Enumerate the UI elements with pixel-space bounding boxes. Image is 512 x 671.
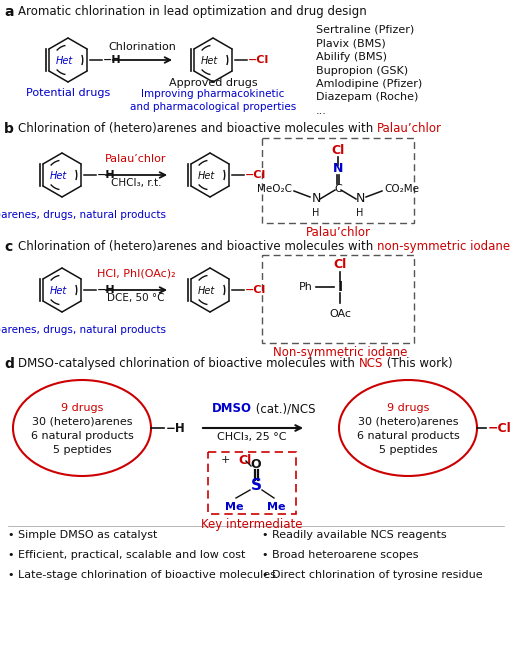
Text: N: N (333, 162, 343, 176)
Text: Het: Het (197, 171, 215, 181)
Text: Het: Het (49, 171, 67, 181)
Text: DMSO-catalysed chlorination of bioactive molecules with: DMSO-catalysed chlorination of bioactive… (18, 357, 358, 370)
Text: ...: ... (316, 106, 327, 116)
Text: S: S (250, 478, 262, 493)
Text: Aromatic chlorination in lead optimization and drug design: Aromatic chlorination in lead optimizati… (18, 5, 367, 18)
Text: Cl: Cl (333, 258, 347, 272)
Ellipse shape (13, 380, 151, 476)
Text: 6 natural products: 6 natural products (31, 431, 133, 441)
Text: Het: Het (55, 56, 73, 66)
Text: Het: Het (197, 286, 215, 296)
Text: 30 (hetero)arenes: 30 (hetero)arenes (32, 417, 132, 427)
Text: Approved drugs: Approved drugs (168, 78, 258, 88)
Text: DCE, 50 °C: DCE, 50 °C (107, 293, 165, 303)
Text: • Efficient, practical, scalable and low cost: • Efficient, practical, scalable and low… (8, 550, 245, 560)
Text: CHCl₃, r.t.: CHCl₃, r.t. (111, 178, 161, 188)
Text: 9 drugs: 9 drugs (387, 403, 429, 413)
Text: • Direct chlorination of tyrosine residue: • Direct chlorination of tyrosine residu… (262, 570, 483, 580)
Text: • Late-stage chlorination of bioactive molecules: • Late-stage chlorination of bioactive m… (8, 570, 276, 580)
Text: CHCl₃, 25 °C: CHCl₃, 25 °C (217, 432, 287, 442)
Text: • Readily available NCS reagents: • Readily available NCS reagents (262, 530, 446, 540)
Bar (208, 452, 296, 514)
Text: Improving pharmacokinetic
and pharmacological properties: Improving pharmacokinetic and pharmacolo… (130, 89, 296, 112)
Text: Plavix (BMS): Plavix (BMS) (316, 38, 386, 48)
Text: Ph: Ph (299, 282, 313, 292)
Text: −Cl: −Cl (248, 55, 269, 65)
Text: O: O (251, 458, 261, 470)
Text: • Simple DMSO as catalyst: • Simple DMSO as catalyst (8, 530, 157, 540)
Text: I: I (337, 280, 343, 294)
Text: −Cl: −Cl (245, 285, 266, 295)
Text: N: N (355, 193, 365, 205)
Text: Diazepam (Roche): Diazepam (Roche) (316, 93, 418, 103)
Text: d: d (4, 357, 14, 371)
Text: CO₂Me: CO₂Me (384, 184, 419, 194)
Text: b: b (4, 122, 14, 136)
Text: NCS: NCS (358, 357, 383, 370)
Text: MeO₂C: MeO₂C (257, 184, 292, 194)
Text: 5 peptides: 5 peptides (53, 445, 111, 455)
Text: −Cl: −Cl (245, 170, 266, 180)
Text: −H: −H (97, 170, 116, 180)
Text: Me: Me (267, 502, 285, 512)
Text: 5 peptides: 5 peptides (379, 445, 437, 455)
Text: Sertraline (Pfizer): Sertraline (Pfizer) (316, 25, 414, 35)
Text: (This work): (This work) (383, 357, 453, 370)
Text: non-symmetric iodane: non-symmetric iodane (377, 240, 510, 253)
Text: Palau’chlor: Palau’chlor (377, 122, 442, 135)
Text: Chlorination of (hetero)arenes and bioactive molecules with: Chlorination of (hetero)arenes and bioac… (18, 122, 377, 135)
Text: Bupropion (GSK): Bupropion (GSK) (316, 66, 408, 76)
Text: (Hetero)arenes, drugs, natural products: (Hetero)arenes, drugs, natural products (0, 210, 166, 220)
Ellipse shape (339, 380, 477, 476)
Text: Abilify (BMS): Abilify (BMS) (316, 52, 387, 62)
Text: 6 natural products: 6 natural products (357, 431, 459, 441)
Text: 9 drugs: 9 drugs (61, 403, 103, 413)
Text: Het: Het (200, 56, 218, 66)
Text: Cl: Cl (238, 454, 251, 466)
Text: Potential drugs: Potential drugs (26, 88, 110, 98)
Text: Cl: Cl (331, 144, 345, 158)
Text: H: H (356, 208, 364, 218)
Text: −H: −H (103, 55, 122, 65)
Text: Chlorination: Chlorination (108, 42, 176, 52)
Text: DMSO: DMSO (212, 402, 252, 415)
Text: N: N (311, 193, 321, 205)
Text: Key intermediate: Key intermediate (201, 518, 303, 531)
Bar (262, 255, 414, 343)
Bar (262, 138, 414, 223)
Text: −H: −H (97, 285, 116, 295)
Text: c: c (4, 240, 12, 254)
Text: • Broad heteroarene scopes: • Broad heteroarene scopes (262, 550, 418, 560)
Text: −H: −H (166, 421, 186, 435)
Text: OAc: OAc (329, 309, 351, 319)
Text: Non-symmetric iodane: Non-symmetric iodane (273, 346, 407, 359)
Text: (Hetero)arenes, drugs, natural products: (Hetero)arenes, drugs, natural products (0, 325, 166, 335)
Text: (cat.)/NCS: (cat.)/NCS (252, 402, 315, 415)
Text: −Cl: −Cl (488, 421, 512, 435)
Text: Palau’chlor: Palau’chlor (105, 154, 167, 164)
Text: HCl, PhI(OAc)₂: HCl, PhI(OAc)₂ (97, 269, 175, 279)
Text: Amlodipine (Pfizer): Amlodipine (Pfizer) (316, 79, 422, 89)
Text: Me: Me (225, 502, 243, 512)
Text: C: C (334, 184, 342, 194)
Text: Chlorination of (hetero)arenes and bioactive molecules with: Chlorination of (hetero)arenes and bioac… (18, 240, 377, 253)
Text: 30 (hetero)arenes: 30 (hetero)arenes (358, 417, 458, 427)
Text: Het: Het (49, 286, 67, 296)
Text: +: + (221, 455, 230, 465)
Text: a: a (4, 5, 13, 19)
Text: Palau’chlor: Palau’chlor (306, 226, 371, 239)
Text: H: H (312, 208, 319, 218)
